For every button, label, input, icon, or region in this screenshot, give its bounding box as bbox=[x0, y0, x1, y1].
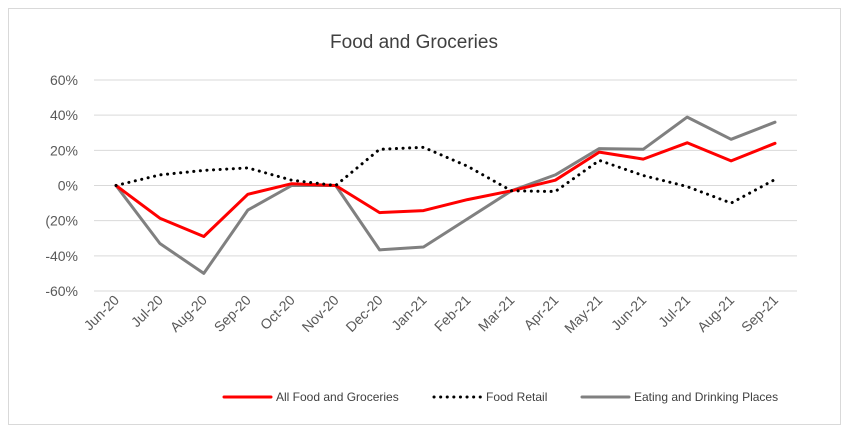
x-tick-label: Apr-21 bbox=[520, 292, 561, 333]
series-line-food-retail bbox=[114, 145, 777, 205]
x-tick-label: Jun-20 bbox=[81, 292, 123, 334]
y-tick-label: 0% bbox=[58, 178, 78, 194]
x-tick-label: Sep-21 bbox=[738, 292, 781, 335]
x-tick-label: Jul-20 bbox=[128, 292, 166, 330]
series-lines bbox=[114, 115, 777, 275]
legend-label: Food Retail bbox=[486, 390, 547, 404]
x-tick-label: Nov-20 bbox=[299, 292, 342, 335]
chart-container: Food and Groceries 60% 40% 20% 0% (20% -40% -6… bbox=[8, 8, 841, 425]
x-axis-ticks: Jun-20 Jul-20 Aug-20 Sep-20 Oct-20 Nov-20 Dec-… bbox=[81, 292, 782, 336]
x-tick-label: Jul-21 bbox=[655, 292, 693, 330]
series-line-eating-and-drinking-places bbox=[114, 115, 777, 275]
y-axis-ticks: 60% 40% 20% 0% (20% -40% -60% bbox=[45, 72, 78, 299]
x-tick-label: May-21 bbox=[561, 292, 605, 336]
x-tick-label: Jan-21 bbox=[388, 292, 430, 334]
y-tick-label: 40% bbox=[50, 107, 78, 123]
gridlines bbox=[94, 79, 797, 292]
x-tick-label: Jun-21 bbox=[608, 292, 650, 334]
x-tick-label: Feb-21 bbox=[431, 292, 474, 335]
x-tick-label: Oct-20 bbox=[257, 292, 298, 333]
line-chart: Food and Groceries 60% 40% 20% 0% (20% -40% -6… bbox=[45, 32, 797, 404]
y-tick-label: 60% bbox=[50, 72, 78, 88]
y-tick-label: -60% bbox=[45, 283, 78, 299]
legend-label: All Food and Groceries bbox=[276, 390, 399, 404]
x-tick-label: Sep-20 bbox=[211, 292, 254, 335]
chart-title: Food and Groceries bbox=[330, 32, 498, 53]
series-line-all-food-and-groceries bbox=[114, 141, 777, 238]
x-tick-label: Dec-20 bbox=[342, 292, 385, 335]
legend: All Food and Groceries Food Retail Eating … bbox=[222, 390, 778, 404]
x-tick-label: Mar-21 bbox=[475, 292, 518, 335]
y-tick-label: -40% bbox=[45, 248, 78, 264]
x-tick-label: Aug-21 bbox=[694, 292, 737, 335]
y-tick-label: 20% bbox=[50, 142, 78, 158]
legend-label: Eating and Drinking Places bbox=[634, 390, 778, 404]
y-tick-label: (20% bbox=[45, 213, 78, 229]
x-tick-label: Aug-20 bbox=[167, 292, 210, 335]
